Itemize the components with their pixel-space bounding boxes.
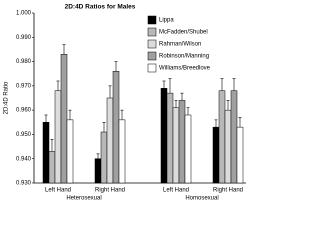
y-tick-label: 0.980 [16, 59, 32, 65]
y-tick-label: 0.990 [16, 35, 32, 41]
x-tick-label: Right Hand [95, 188, 125, 194]
x-tick-label: Right Hand [213, 188, 243, 194]
bar [184, 114, 192, 184]
y-tick-label: 0.950 [16, 132, 32, 138]
bar [236, 126, 244, 184]
legend-label: Rahman/Wilson [159, 42, 201, 48]
y-tick-label: 1.000 [16, 11, 32, 17]
bar [106, 97, 114, 184]
chart: 2D:4D Ratios for Males 2D:4D Ratio 0.930… [4, 4, 246, 202]
legend-swatch [147, 27, 157, 37]
legend-swatch [147, 63, 157, 73]
legend-swatch [147, 51, 157, 61]
chart-title: 2D:4D Ratios for Males [65, 4, 136, 11]
legend-label: Lippa [159, 18, 174, 24]
bar [172, 107, 180, 184]
y-tick-label: 0.940 [16, 156, 32, 162]
bar [224, 109, 232, 184]
legend-label: McFadden/Shubel [159, 30, 208, 36]
bar [66, 119, 74, 184]
bar [218, 90, 226, 184]
bar [54, 90, 62, 184]
bar [212, 126, 220, 184]
bar [60, 54, 68, 184]
bar [166, 92, 174, 184]
group-label: Heterosexual [66, 196, 101, 202]
bar [94, 158, 102, 184]
legend-swatch [147, 15, 157, 25]
y-tick-label: 0.960 [16, 108, 32, 114]
bar [118, 119, 126, 184]
legend-label: Williams/Breedlove [159, 66, 211, 72]
bar [112, 71, 120, 184]
x-tick-label: Left Hand [163, 188, 189, 194]
bar [100, 131, 108, 184]
bar [230, 90, 238, 184]
y-tick-label: 0.970 [16, 83, 32, 89]
x-tick-label: Left Hand [45, 188, 71, 194]
legend-label: Robinson/Manning [159, 54, 209, 60]
bar [178, 100, 186, 184]
bar [160, 88, 168, 184]
legend-swatch [147, 39, 157, 49]
y-axis-label: 2D:4D Ratio [4, 81, 10, 114]
group-label: Homosexual [185, 196, 218, 202]
y-tick-label: 0.930 [16, 181, 32, 187]
bar [48, 151, 56, 184]
bar [42, 122, 50, 184]
